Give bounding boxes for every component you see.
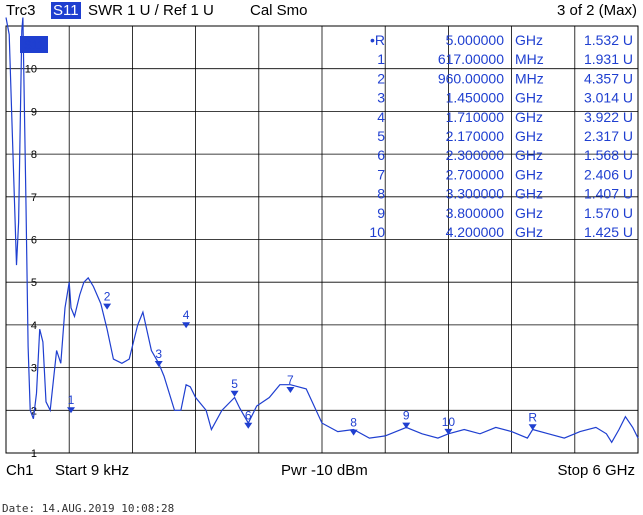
marker-table-frequency: 2.700000: [446, 166, 505, 182]
marker-10-triangle: [444, 428, 453, 435]
marker-table-frequency: 5.000000: [446, 32, 505, 48]
parameter-label[interactable]: S11: [51, 2, 81, 19]
marker-table-symbol: 5: [377, 128, 385, 144]
marker-4-label: 4: [183, 308, 190, 322]
y-tick-label: 5: [31, 277, 37, 289]
marker-table-value: 1.568 U: [584, 147, 633, 163]
channel-label[interactable]: Ch1: [6, 462, 34, 479]
stop-frequency-label[interactable]: Stop 6 GHz: [557, 462, 635, 479]
y-tick-label: 9: [31, 106, 37, 118]
marker-table-unit: GHz: [515, 32, 543, 48]
marker-table-symbol: 3: [377, 90, 385, 106]
marker-table-value: 1.570 U: [584, 205, 633, 221]
marker-table-symbol: 1: [377, 51, 385, 67]
trace-header-bar: Trc3 S11 SWR 1 U / Ref 1 U Cal Smo 3 of …: [0, 0, 643, 22]
marker-table-unit: GHz: [515, 186, 543, 202]
marker-R-label: R: [528, 410, 537, 424]
reference-marker-label: S11: [24, 38, 45, 52]
marker-table-symbol: 8: [377, 186, 385, 202]
marker-table-unit: GHz: [515, 128, 543, 144]
marker-table-frequency: 617.00000: [438, 51, 504, 67]
trace-count-label: 3 of 2 (Max): [556, 2, 637, 19]
y-tick-label: 7: [31, 192, 37, 204]
format-scale-label[interactable]: SWR 1 U / Ref 1 U: [88, 2, 214, 19]
marker-2-label: 2: [104, 290, 111, 304]
y-tick-label: 1: [31, 448, 37, 460]
marker-table-frequency: 1.710000: [446, 109, 505, 125]
marker-10-label: 10: [442, 415, 456, 429]
marker-table-value: 4.357 U: [584, 70, 633, 86]
marker-table-value: 2.406 U: [584, 166, 633, 182]
reference-marker-box: [20, 36, 48, 53]
marker-5-label: 5: [231, 377, 238, 391]
marker-table-frequency: 2.300000: [446, 147, 505, 163]
y-tick-label: 10: [25, 64, 37, 76]
marker-8-label: 8: [350, 416, 357, 430]
marker-table-frequency: 960.00000: [438, 70, 504, 86]
marker-2-triangle: [103, 303, 112, 310]
marker-table-value: 1.931 U: [584, 51, 633, 67]
marker-table-symbol: •R: [370, 32, 385, 48]
marker-6-label: 6: [245, 409, 252, 423]
y-tick-label: 4: [31, 320, 37, 332]
marker-table-value: 3.922 U: [584, 109, 633, 125]
marker-3-triangle: [154, 361, 163, 368]
marker-9-label: 9: [403, 409, 410, 423]
marker-9-triangle: [402, 422, 411, 429]
marker-table-unit: GHz: [515, 90, 543, 106]
marker-7-label: 7: [287, 373, 294, 387]
y-tick-label: 8: [31, 149, 37, 161]
marker-table-symbol: 7: [377, 166, 385, 182]
y-tick-label: 3: [31, 363, 37, 375]
marker-table-unit: GHz: [515, 109, 543, 125]
marker-table-frequency: 3.800000: [446, 205, 505, 221]
marker-table-value: 1.407 U: [584, 186, 633, 202]
date-stamp: Date: 14.AUG.2019 10:08:28: [2, 502, 175, 515]
marker-7-triangle: [286, 386, 295, 393]
start-frequency-label[interactable]: Start 9 kHz: [55, 462, 130, 479]
marker-table-value: 1.532 U: [584, 32, 633, 48]
marker-R-triangle: [528, 424, 537, 431]
marker-table-symbol: 2: [377, 70, 385, 86]
marker-table-symbol: 9: [377, 205, 385, 221]
marker-table-symbol: 6: [377, 147, 385, 163]
marker-6-triangle: [244, 422, 253, 429]
marker-table-frequency: 1.450000: [446, 90, 505, 106]
marker-table-frequency: 2.170000: [446, 128, 505, 144]
marker-table-symbol: 4: [377, 109, 385, 125]
marker-table-unit: GHz: [515, 205, 543, 221]
marker-1-label: 1: [68, 393, 75, 407]
marker-table-frequency: 4.200000: [446, 224, 505, 240]
marker-8-triangle: [349, 429, 358, 436]
trace-label[interactable]: Trc3: [6, 2, 36, 19]
marker-table-value: 1.425 U: [584, 224, 633, 240]
marker-table-unit: MHz: [515, 70, 544, 86]
marker-4-triangle: [182, 322, 191, 329]
marker-triangles: R 1 2 3 4 5 6 7 8 9 10: [66, 290, 537, 436]
marker-1-triangle: [66, 407, 75, 414]
trace-line: [5, 17, 639, 444]
marker-table-symbol: 10: [369, 224, 385, 240]
grid-lines: [6, 26, 638, 453]
marker-table-unit: MHz: [515, 51, 544, 67]
calibration-label: Cal Smo: [250, 2, 308, 19]
marker-3-label: 3: [155, 347, 162, 361]
marker-table-unit: GHz: [515, 224, 543, 240]
y-tick-label: 6: [31, 235, 37, 247]
marker-table: •R 5.000000 GHz 1.532 U 1 617.00000 MHz 1.931 U…: [369, 32, 633, 240]
marker-5-triangle: [230, 390, 239, 397]
marker-table-value: 3.014 U: [584, 90, 633, 106]
power-label[interactable]: Pwr -10 dBm: [281, 462, 368, 479]
marker-table-frequency: 3.300000: [446, 186, 505, 202]
marker-table-unit: GHz: [515, 166, 543, 182]
marker-table-unit: GHz: [515, 147, 543, 163]
marker-table-value: 2.317 U: [584, 128, 633, 144]
